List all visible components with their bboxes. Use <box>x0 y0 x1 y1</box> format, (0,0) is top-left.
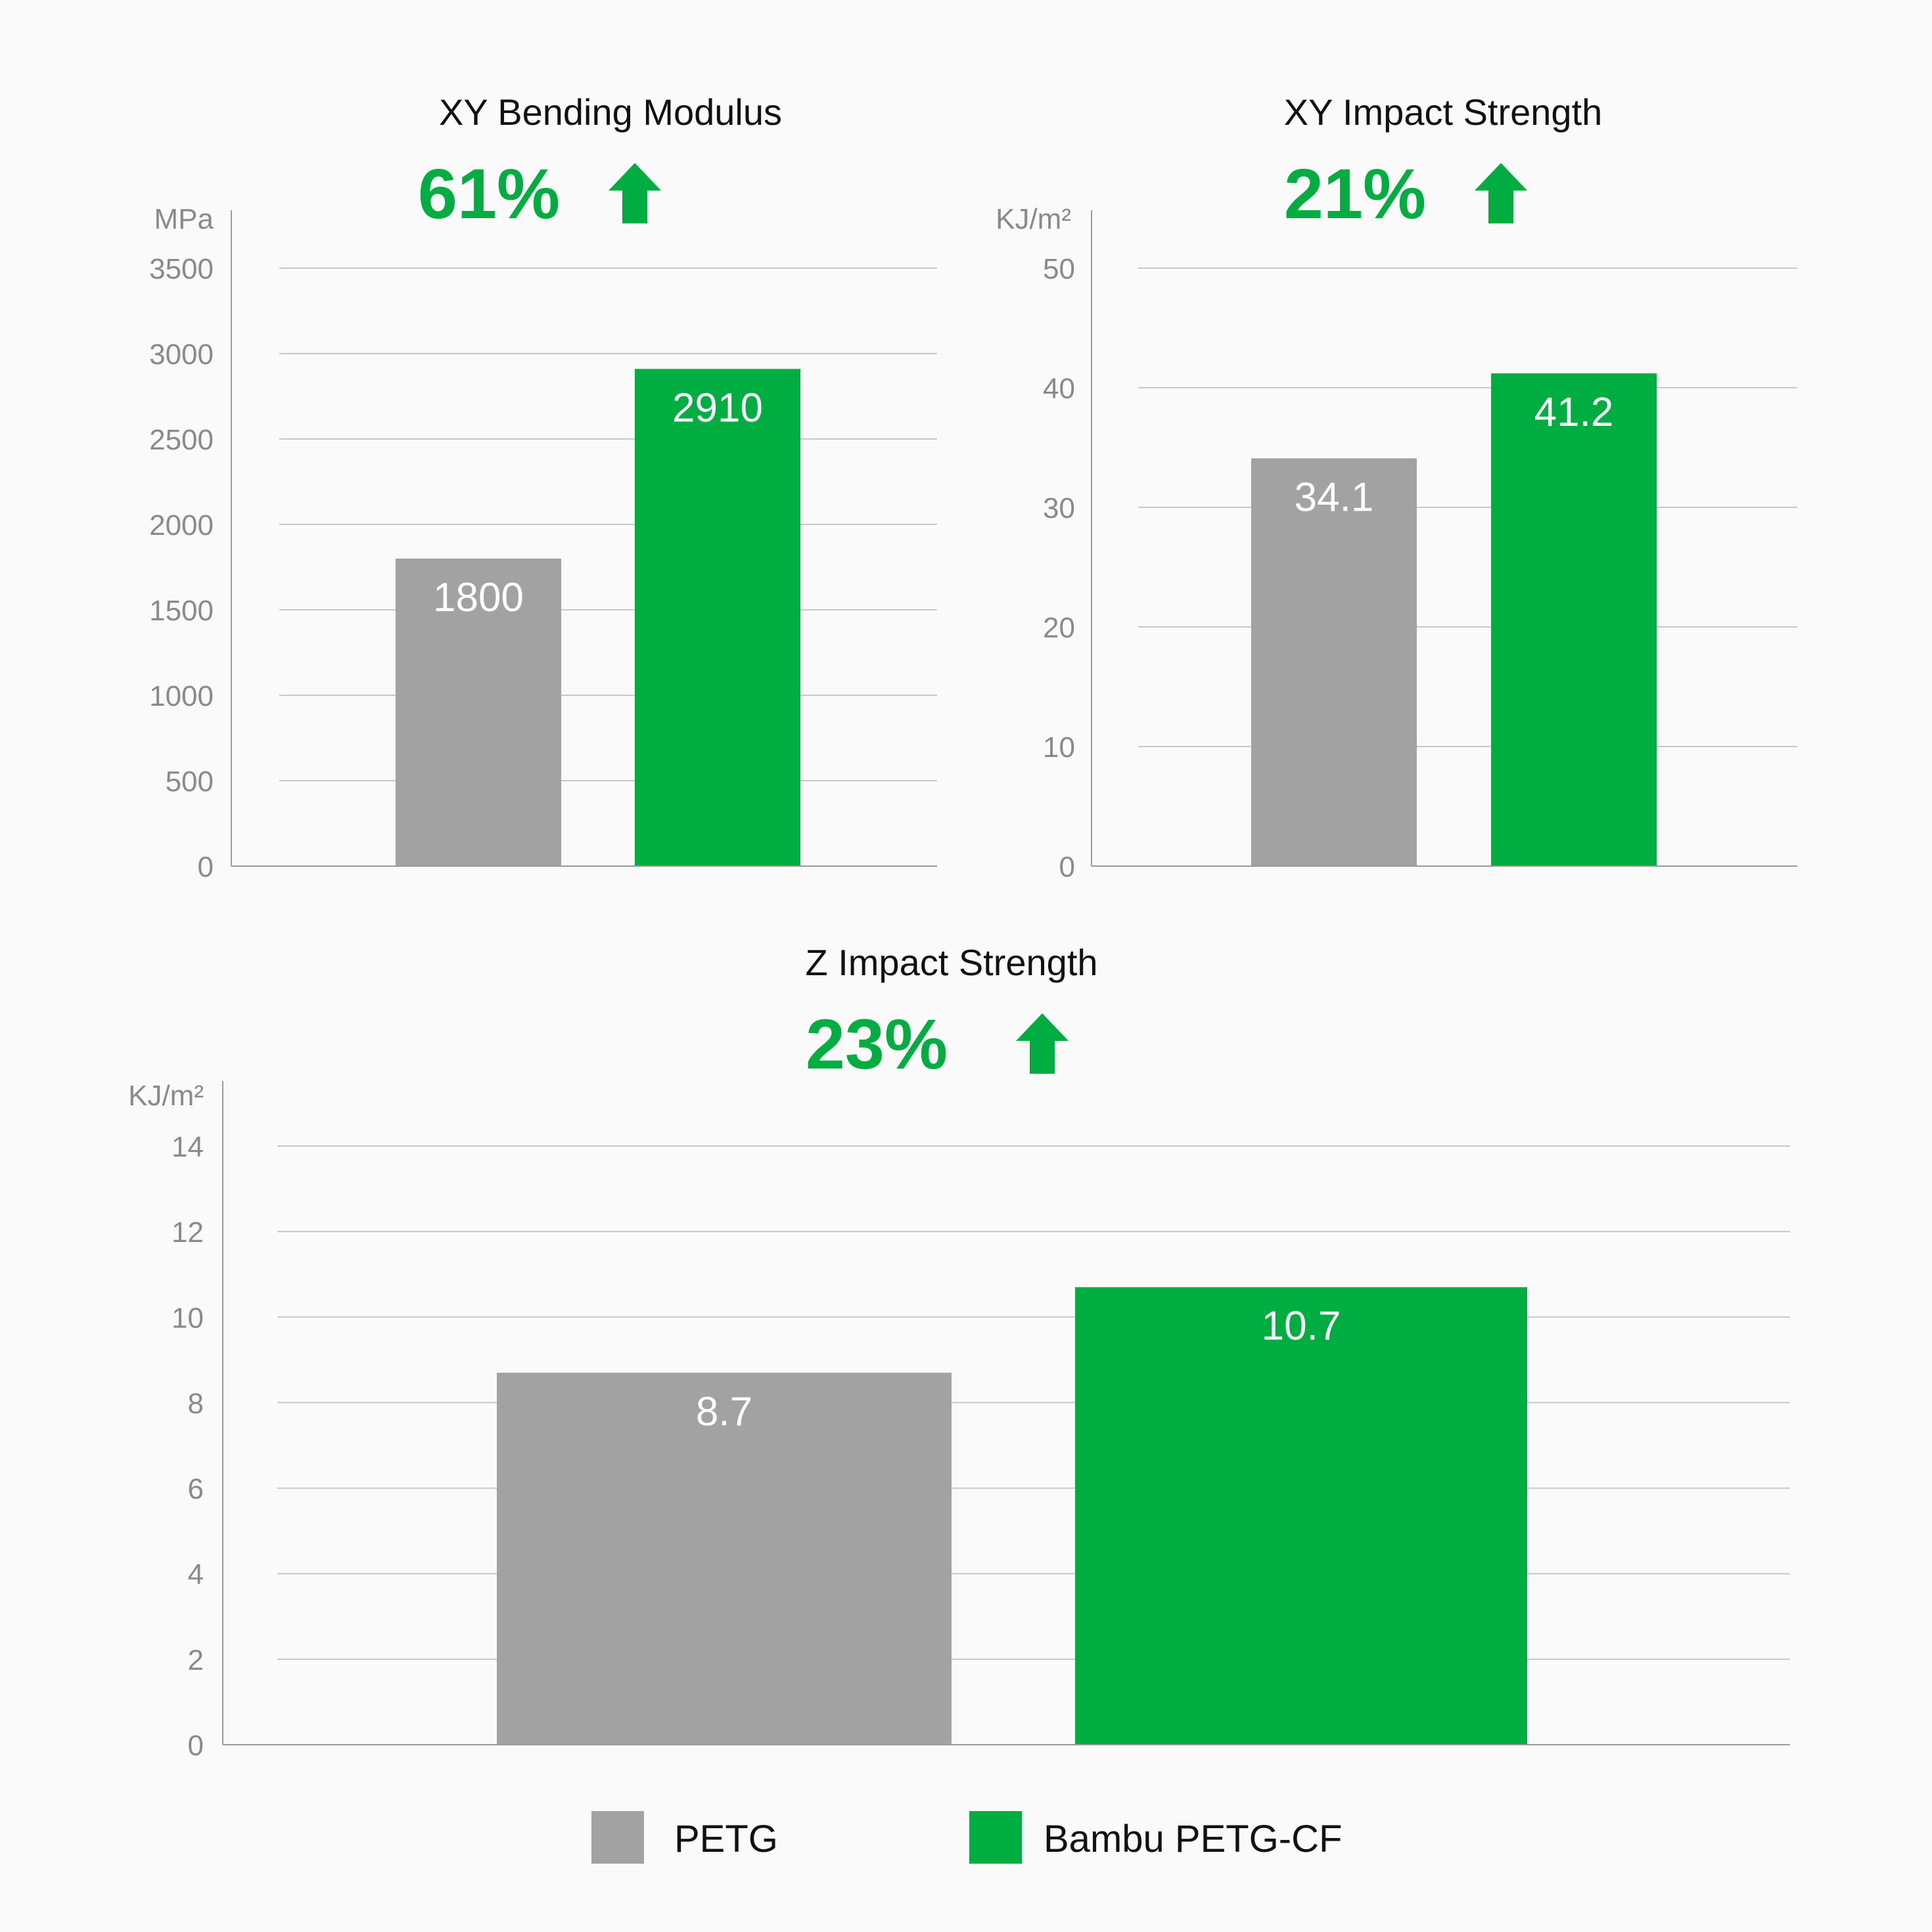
y-tick-label: 14 <box>172 1131 204 1163</box>
y-tick-label: 1500 <box>149 595 214 627</box>
y-tick-label: 20 <box>1043 612 1075 644</box>
legend: PETG Bambu PETG-CF <box>591 1811 1342 1864</box>
y-tick-label: 3000 <box>149 338 214 371</box>
y-tick-label: 1000 <box>149 680 214 712</box>
y-tick-label: 0 <box>198 851 214 883</box>
y-tick-label: 10 <box>1043 731 1075 764</box>
bar-petg-cf <box>1491 373 1657 866</box>
y-axis-unit: KJ/m² <box>996 203 1071 235</box>
y-tick-label: 30 <box>1043 492 1075 524</box>
legend-label: Bambu PETG-CF <box>1044 1818 1342 1860</box>
up-arrow-icon <box>1475 163 1527 223</box>
bar-value-label: 41.2 <box>1534 390 1614 435</box>
legend-label: PETG <box>674 1818 778 1860</box>
bar-value-label: 2910 <box>672 385 763 430</box>
y-tick-label: 40 <box>1043 373 1075 405</box>
y-tick-label: 4 <box>188 1559 204 1591</box>
legend-swatch <box>591 1811 644 1864</box>
bar-value-label: 34.1 <box>1295 474 1374 520</box>
y-tick-label: 0 <box>188 1730 204 1762</box>
chart-title: XY Bending Modulus <box>439 91 782 133</box>
y-tick-label: 8 <box>188 1387 204 1419</box>
chart-title: Z Impact Strength <box>805 942 1097 983</box>
y-tick-label: 12 <box>172 1216 204 1249</box>
legend-swatch <box>969 1811 1022 1864</box>
bar-petg <box>497 1372 952 1745</box>
y-tick-label: 6 <box>188 1473 204 1506</box>
bar-petg-cf <box>635 369 800 866</box>
y-tick-label: 500 <box>166 766 214 798</box>
bar-petg <box>396 559 561 866</box>
bar-petg <box>1251 458 1417 866</box>
bar-value-label: 8.7 <box>696 1389 752 1435</box>
improvement-percent: 61% <box>418 154 560 233</box>
y-tick-label: 2500 <box>149 424 214 456</box>
improvement-percent: 23% <box>806 1004 948 1084</box>
up-arrow-icon <box>1016 1013 1069 1074</box>
chart-title: XY Impact Strength <box>1284 91 1603 133</box>
y-tick-label: 2000 <box>149 509 214 541</box>
y-axis-unit: KJ/m² <box>128 1080 204 1112</box>
y-tick-label: 3500 <box>149 253 214 285</box>
y-axis-unit: MPa <box>154 203 214 235</box>
y-tick-label: 10 <box>172 1302 204 1334</box>
bar-petg-cf <box>1075 1287 1527 1745</box>
y-tick-label: 50 <box>1043 253 1075 285</box>
bar-value-label: 1800 <box>433 575 524 620</box>
chart-panel-2: XY Impact Strength 21% KJ/m² 0 10 20 30 40 50 34.… <box>996 91 1797 883</box>
chart-panel-3: Z Impact Strength 23% KJ/m² 0 2 4 6 8 10 12 14 8.7 1… <box>128 942 1790 1762</box>
chart-panel-1: XY Bending Modulus 61% MPa 0 500 1000 1500 2000… <box>149 91 937 883</box>
bar-value-label: 10.7 <box>1262 1304 1341 1349</box>
y-tick-label: 2 <box>188 1644 204 1676</box>
up-arrow-icon <box>609 163 661 223</box>
improvement-percent: 21% <box>1284 154 1426 233</box>
y-tick-label: 0 <box>1059 851 1075 883</box>
